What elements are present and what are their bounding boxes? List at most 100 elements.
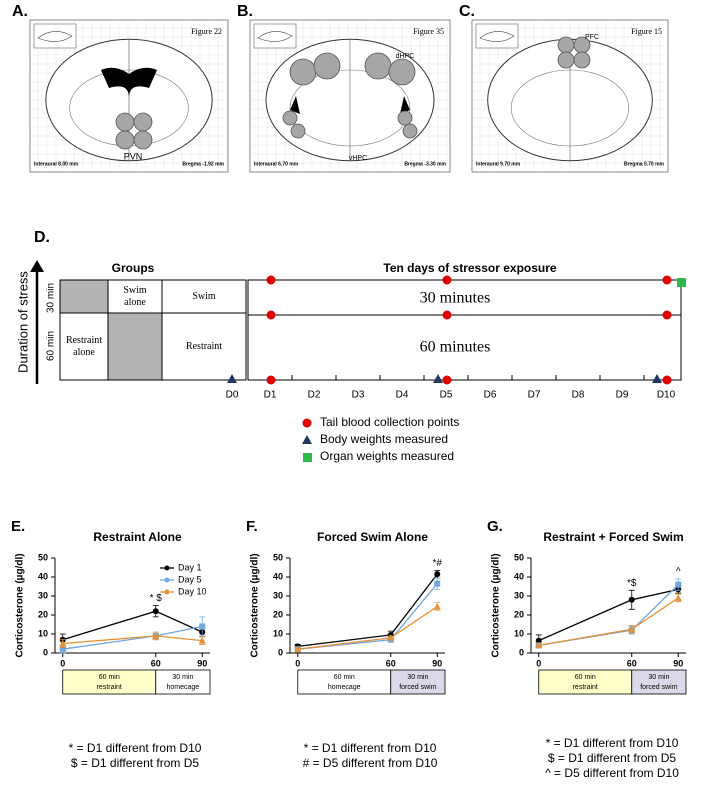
- data-point: [199, 623, 206, 630]
- legend-label: Day 1: [178, 562, 202, 572]
- region-label: vHPC: [349, 155, 367, 162]
- injection-site: [573, 51, 591, 69]
- blood-collection-point: [662, 275, 672, 285]
- data-point: [152, 608, 159, 615]
- day-label: D0: [226, 390, 239, 401]
- legend-label: Day 5: [178, 574, 202, 584]
- inset-brain: [257, 31, 293, 42]
- bregma: Bregma -1.92 mm: [182, 161, 224, 167]
- data-point: [387, 634, 395, 641]
- y-tick-label: 10: [273, 628, 283, 638]
- footnote: $ = D1 different from D5: [548, 751, 677, 765]
- condition-label: 60 min: [334, 674, 355, 681]
- day-label: D4: [396, 390, 409, 401]
- design-legend-label: Body weights measured: [320, 432, 448, 446]
- x-tick-label: 60: [627, 658, 637, 668]
- timeline-box: [247, 279, 682, 381]
- day-label: D2: [308, 390, 321, 401]
- condition-label: 30 min: [407, 674, 428, 681]
- y-tick-label: 40: [514, 571, 524, 581]
- y-tick-label: 40: [38, 571, 48, 581]
- y-tick-label: 20: [514, 609, 524, 619]
- panel-label: D.: [34, 229, 50, 246]
- blood-collection-point: [662, 310, 672, 320]
- legend-blood: [302, 418, 312, 428]
- injection-site: [364, 52, 392, 80]
- footnote: * = D1 different from D10: [69, 741, 202, 755]
- condition-label: forced swim: [640, 684, 678, 691]
- injection-site: [115, 130, 135, 150]
- day-label: D5: [440, 390, 453, 401]
- blood-collection-point: [266, 310, 276, 320]
- y-axis-label: Corticosterone (µg/dl): [15, 553, 26, 657]
- chart-title: Forced Swim Alone: [317, 530, 428, 544]
- injection-site: [133, 112, 153, 132]
- blood-collection-point: [266, 275, 276, 285]
- condition-label: restraint: [573, 684, 598, 691]
- x-tick-label: 90: [432, 658, 442, 668]
- data-point: [434, 580, 441, 587]
- y-tick-label: 50: [273, 552, 283, 562]
- condition-label: restraint: [97, 684, 122, 691]
- region-label: PFC: [585, 34, 599, 41]
- injection-site: [397, 110, 413, 126]
- footnote: ^ = D5 different from D10: [545, 766, 679, 780]
- x-tick-label: 90: [673, 658, 683, 668]
- region-label: dHPC: [396, 53, 415, 60]
- series-line: [297, 605, 438, 650]
- design-legend-label: Organ weights measured: [320, 449, 454, 463]
- condition-label: 60 min: [99, 674, 120, 681]
- body-weight-marker: [433, 374, 443, 383]
- x-tick-label: 90: [197, 658, 207, 668]
- day-label: D6: [484, 390, 497, 401]
- day-label: D1: [264, 390, 277, 401]
- footnote: * = D1 different from D10: [546, 736, 679, 750]
- data-point: [628, 625, 636, 633]
- condition-box: [538, 669, 633, 695]
- x-tick-label: 60: [386, 658, 396, 668]
- atlas-inset: [475, 23, 519, 49]
- bregma: Bregma 5.70 mm: [624, 161, 665, 167]
- blood-collection-point: [266, 375, 276, 385]
- data-point: [535, 637, 542, 644]
- stress-axis-label: Duration of stress: [15, 271, 30, 373]
- significance-marker: *$: [627, 578, 637, 589]
- panel-label: G.: [487, 518, 503, 535]
- day-label: D7: [528, 390, 541, 401]
- groups-table: [59, 279, 247, 381]
- x-tick-label: 0: [536, 658, 541, 668]
- series-line: [62, 610, 203, 641]
- injection-site: [313, 52, 341, 80]
- group-cell: Swim alone: [123, 285, 147, 308]
- body-weight-marker: [652, 374, 662, 383]
- data-point: [294, 645, 302, 653]
- blood-collection-point: [442, 275, 452, 285]
- blood-collection-point: [442, 310, 452, 320]
- y-tick-label: 10: [38, 628, 48, 638]
- gray-cell: [60, 280, 108, 313]
- injection-site: [557, 51, 575, 69]
- chart-title: Restraint Alone: [93, 530, 182, 544]
- injection-site: [557, 36, 575, 54]
- series-line: [297, 583, 438, 650]
- significance-marker: ^: [676, 567, 681, 578]
- timeline-title: Ten days of stressor exposure: [383, 261, 557, 275]
- series-line: [297, 573, 438, 647]
- groups-title: Groups: [112, 261, 155, 275]
- data-point: [675, 581, 682, 588]
- condition-label: homecage: [167, 684, 200, 691]
- data-point: [434, 571, 441, 578]
- significance-marker: *#: [433, 558, 443, 569]
- footnote: # = D5 different from D10: [303, 756, 438, 770]
- legend-marker: [164, 589, 170, 595]
- ventricle: [101, 67, 157, 98]
- legend-organ: [303, 453, 312, 462]
- row-label: 30 minutes: [420, 290, 491, 307]
- interaural: Interaural 9.70 mm: [476, 161, 521, 167]
- region-label: PVN: [124, 151, 143, 161]
- y-tick-label: 10: [514, 628, 524, 638]
- injection-site: [289, 58, 317, 86]
- condition-label: 60 min: [575, 674, 596, 681]
- injection-site: [115, 112, 135, 132]
